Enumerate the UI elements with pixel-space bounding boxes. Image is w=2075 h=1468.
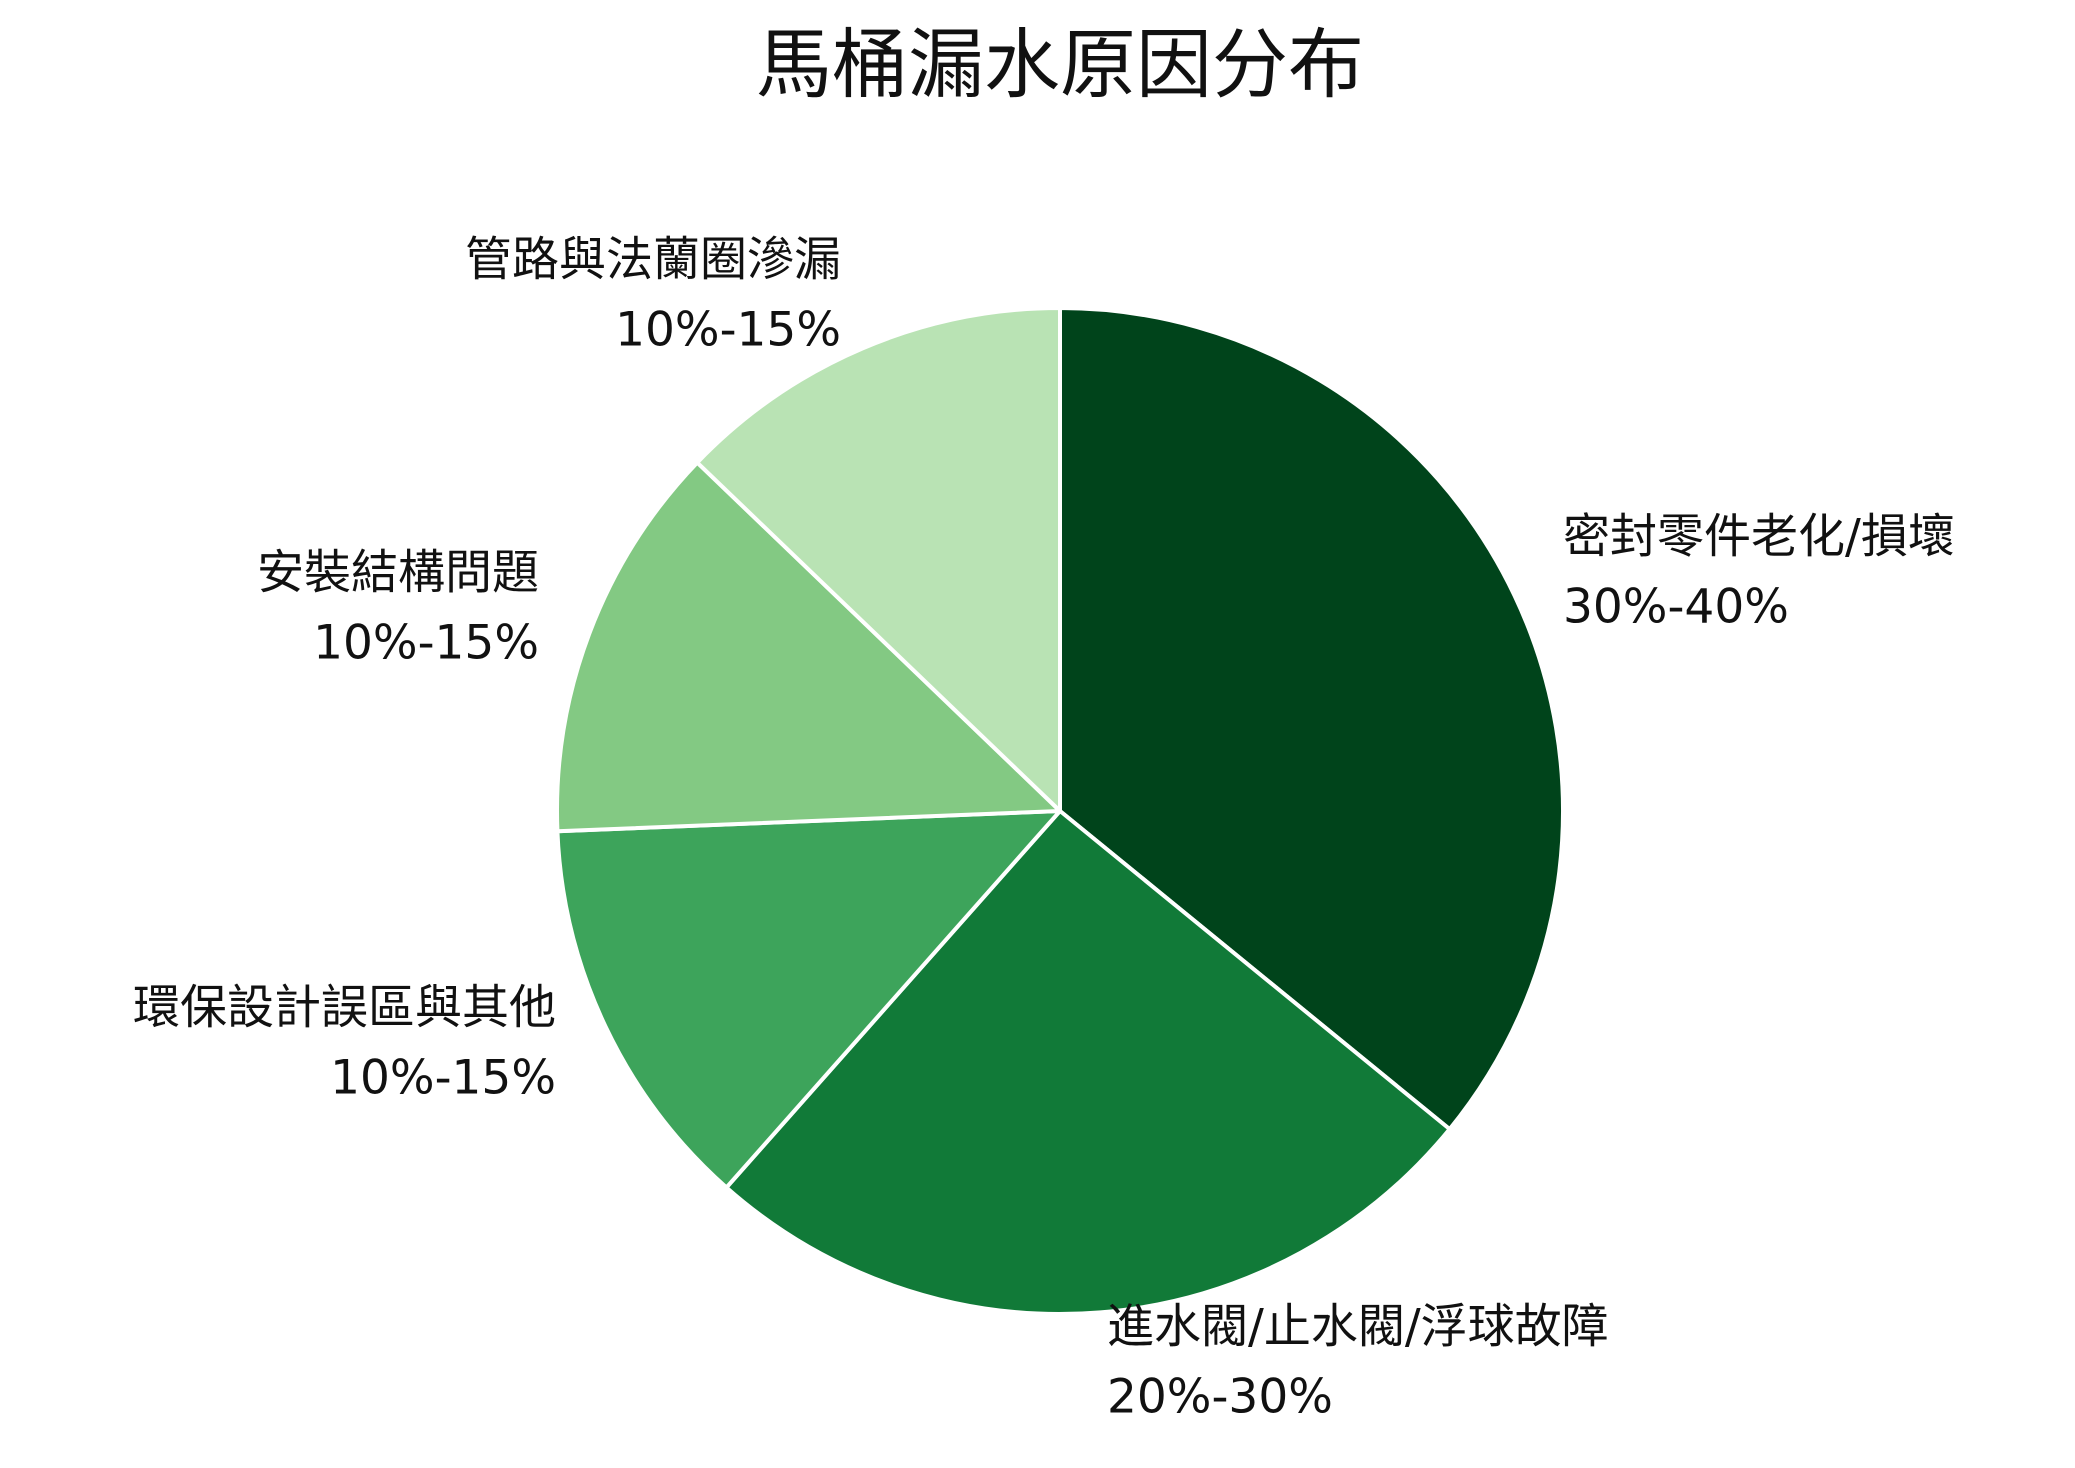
value-label: 10%-15% bbox=[330, 1051, 556, 1106]
value-label: 30%-40% bbox=[1563, 580, 1789, 635]
value-label: 20%-30% bbox=[1107, 1370, 1333, 1425]
slice-label: 密封零件老化/損壞 bbox=[1563, 510, 1955, 565]
chart-title: 馬桶漏水原因分布 bbox=[756, 20, 1364, 109]
pie-slice bbox=[555, 809, 1062, 1190]
slice-label: 進水閥/止水閥/浮球故障 bbox=[1107, 1300, 1609, 1355]
slice-label: 環保設計誤區與其他 bbox=[133, 981, 556, 1036]
slice-label: 管路與法蘭圈滲漏 bbox=[465, 233, 841, 288]
pie-slice bbox=[555, 460, 1062, 834]
value-label: 10%-15% bbox=[313, 616, 539, 671]
pie-slice bbox=[724, 809, 1452, 1316]
slice-label: 安裝結構問題 bbox=[257, 546, 539, 601]
pie-slice bbox=[1058, 306, 1565, 1132]
pie-slice bbox=[695, 306, 1062, 813]
value-label: 10%-15% bbox=[615, 303, 841, 358]
